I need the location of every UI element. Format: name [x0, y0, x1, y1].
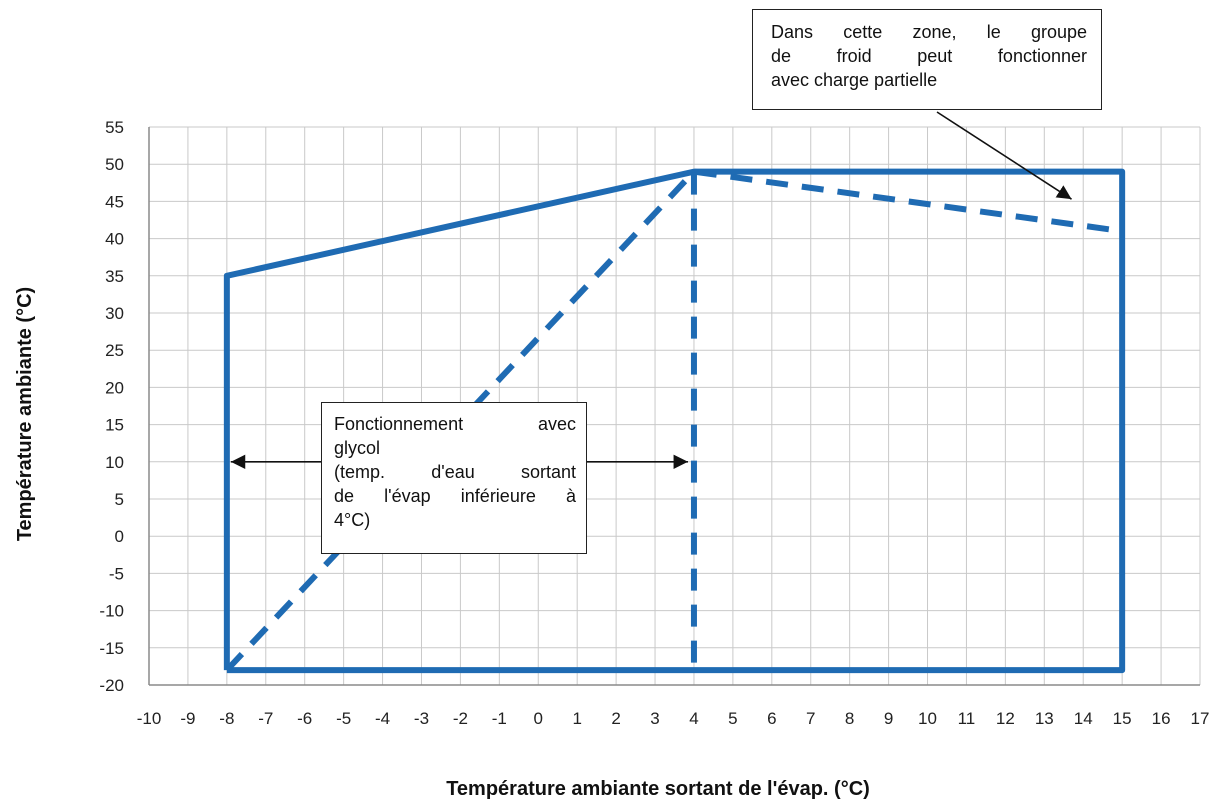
x-axis-title: Température ambiante sortant de l'évap. … — [446, 778, 870, 800]
x-tick-labels: -10 -9 -8 -7 -6 -5 -4 -3 -2 -1 0 1 2 3 4 5 6 7 8 9 10 11 12 13 1… — [137, 709, 1210, 728]
x-tick-label: 3 — [650, 709, 659, 728]
annotation-partial-load: Dans cette zone, le groupe de froid peut… — [752, 9, 1102, 110]
y-tick-label: 50 — [105, 155, 124, 174]
x-tick-label: 17 — [1191, 709, 1210, 728]
annotation-line: Dans cette zone, le groupe — [771, 22, 1087, 42]
y-tick-label: 45 — [105, 192, 124, 211]
x-tick-label: 15 — [1113, 709, 1132, 728]
x-tick-label: -5 — [336, 709, 351, 728]
x-tick-label: 0 — [534, 709, 543, 728]
x-tick-label: 7 — [806, 709, 815, 728]
x-tick-label: -4 — [375, 709, 390, 728]
x-tick-label: -6 — [297, 709, 312, 728]
y-tick-label: 55 — [105, 118, 124, 137]
y-tick-label: 30 — [105, 304, 124, 323]
y-tick-label: 25 — [105, 341, 124, 360]
annotation-line: 4°C) — [334, 510, 371, 530]
x-tick-label: 2 — [611, 709, 620, 728]
x-tick-label: -3 — [414, 709, 429, 728]
annotation-line: avec charge partielle — [771, 70, 938, 90]
annotation-arrows — [230, 111, 1072, 469]
y-tick-label: -20 — [99, 676, 124, 695]
x-tick-label: 16 — [1152, 709, 1171, 728]
annotation-glycol: Fonctionnement avec glycol (temp. d'eau … — [321, 402, 587, 554]
x-tick-label: -2 — [453, 709, 468, 728]
x-tick-label: 11 — [958, 709, 976, 728]
annotation-line: de froid peut fonctionner — [771, 46, 1087, 66]
y-tick-label: 35 — [105, 267, 124, 286]
chart-grid — [148, 126, 1201, 686]
y-tick-label: -5 — [109, 564, 124, 583]
x-tick-label: 8 — [845, 709, 854, 728]
x-tick-label: -1 — [492, 709, 507, 728]
x-tick-label: -9 — [180, 709, 195, 728]
y-axis-title: Température ambiante (°C) — [14, 287, 36, 541]
x-tick-label: -8 — [219, 709, 234, 728]
y-tick-label: 10 — [105, 453, 124, 472]
y-tick-label: -10 — [99, 602, 124, 621]
x-tick-label: -10 — [137, 709, 162, 728]
x-tick-label: 5 — [728, 709, 737, 728]
annotation-line: glycol — [334, 438, 381, 458]
annotation-arrow — [936, 111, 1072, 200]
x-tick-label: 6 — [767, 709, 776, 728]
y-tick-label: 15 — [105, 416, 124, 435]
annotation-line: de l'évap inférieure à — [334, 486, 576, 506]
y-tick-label: 20 — [105, 378, 124, 397]
series-line-envelope — [223, 168, 1126, 674]
x-tick-label: -7 — [258, 709, 273, 728]
x-tick-label: 14 — [1074, 709, 1093, 728]
y-tick-label: 40 — [105, 230, 124, 249]
x-tick-label: 13 — [1035, 709, 1054, 728]
x-tick-label: 9 — [884, 709, 893, 728]
x-tick-label: 1 — [572, 709, 581, 728]
x-tick-label: 4 — [689, 709, 698, 728]
x-tick-label: 10 — [918, 709, 937, 728]
x-tick-label: 12 — [996, 709, 1015, 728]
y-tick-label: -15 — [99, 639, 124, 658]
y-tick-label: 0 — [115, 527, 124, 546]
y-tick-label: 5 — [115, 490, 124, 509]
annotation-line: (temp. d'eau sortant — [334, 462, 576, 482]
annotation-line: Fonctionnement avec — [334, 414, 576, 434]
